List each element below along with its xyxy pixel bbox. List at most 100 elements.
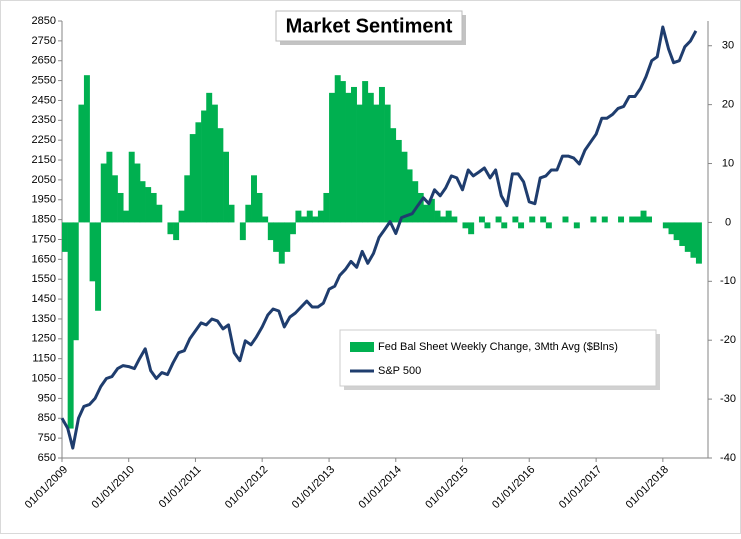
y-tick-label: 2450: [32, 94, 56, 106]
bar: [573, 222, 580, 229]
bar: [345, 92, 352, 223]
bar: [284, 222, 291, 252]
legend-label: S&P 500: [378, 365, 421, 377]
bar: [206, 92, 213, 223]
y2-tick-label: -30: [720, 393, 736, 405]
bar: [223, 151, 230, 223]
bar: [295, 210, 302, 223]
y-tick-label: 650: [38, 452, 56, 464]
bar: [78, 104, 85, 223]
y-tick-label: 2550: [32, 74, 56, 86]
y2-tick-label: -40: [720, 452, 736, 464]
bar: [106, 151, 113, 223]
bar: [395, 139, 402, 223]
bar: [690, 222, 697, 258]
bar: [317, 210, 324, 223]
bar: [256, 192, 263, 223]
bar: [228, 204, 235, 223]
y-tick-label: 2750: [32, 35, 56, 47]
bar: [495, 216, 502, 223]
bar: [139, 181, 146, 223]
bar: [189, 134, 196, 223]
bar: [646, 216, 652, 223]
bar: [211, 104, 218, 223]
bar: [312, 216, 319, 223]
bar: [134, 163, 141, 223]
bar: [384, 104, 391, 223]
y2-tick-label: 30: [722, 40, 734, 52]
bar: [89, 222, 96, 282]
bar: [673, 222, 680, 241]
y-tick-label: 1350: [32, 313, 56, 325]
y-tick-label: 2050: [32, 174, 56, 186]
bar: [478, 216, 485, 223]
bar: [329, 92, 336, 223]
y-tick-label: 1150: [32, 353, 56, 365]
bar: [145, 187, 152, 223]
bar: [428, 198, 435, 223]
bar: [545, 222, 552, 229]
y-tick-label: 850: [38, 412, 56, 424]
plot-area: [58, 20, 712, 462]
y2-tick-label: 0: [725, 216, 731, 228]
legend-swatch: [350, 342, 374, 352]
chart-title: Market Sentiment: [286, 15, 453, 37]
bar: [251, 175, 257, 223]
bar: [150, 192, 157, 223]
bar: [562, 216, 569, 223]
bar: [128, 151, 135, 223]
bar: [417, 192, 424, 223]
line: [60, 25, 698, 450]
bar: [178, 210, 185, 223]
bar: [406, 169, 413, 223]
y-tick-label: 2150: [32, 154, 56, 166]
bar: [601, 216, 608, 223]
bar: [195, 122, 202, 223]
bar: [156, 204, 163, 223]
legend: [339, 329, 657, 387]
bar: [529, 216, 536, 223]
y2-tick-label: 20: [722, 99, 734, 111]
y2-tick-label: -10: [720, 275, 736, 287]
y-tick-label: 1050: [32, 372, 56, 384]
bar: [356, 104, 363, 223]
bar: [540, 216, 547, 223]
bar: [679, 222, 686, 246]
bar: [267, 222, 274, 241]
bar: [618, 216, 625, 223]
y-tick-label: 1550: [32, 273, 56, 285]
bar: [684, 222, 691, 252]
bar: [412, 181, 419, 223]
bar: [440, 216, 447, 223]
bar: [339, 81, 346, 223]
y-tick-label: 2650: [32, 55, 56, 67]
bar: [434, 210, 441, 223]
bar: [245, 204, 252, 223]
bar: [518, 222, 525, 229]
bar: [668, 222, 675, 235]
bar: [100, 163, 107, 223]
y-tick-label: 1450: [32, 293, 56, 305]
bar: [273, 222, 280, 252]
bar: [111, 175, 118, 223]
y-tick-label: 1850: [32, 214, 56, 226]
bar: [445, 210, 452, 223]
y-tick-label: 2350: [32, 114, 56, 126]
bar: [484, 222, 491, 229]
bar: [67, 222, 74, 429]
bar: [373, 104, 380, 223]
bar: [217, 128, 224, 223]
bar: [301, 216, 308, 223]
bar: [306, 210, 313, 223]
bar: [662, 222, 669, 229]
bar: [72, 222, 79, 341]
bar: [462, 222, 469, 229]
y-tick-label: 1250: [32, 333, 56, 345]
bar: [117, 192, 124, 223]
title-box: [275, 10, 463, 42]
bar: [367, 92, 374, 223]
bar: [184, 175, 191, 223]
y-tick-label: 1650: [32, 253, 56, 265]
bar: [351, 86, 357, 223]
